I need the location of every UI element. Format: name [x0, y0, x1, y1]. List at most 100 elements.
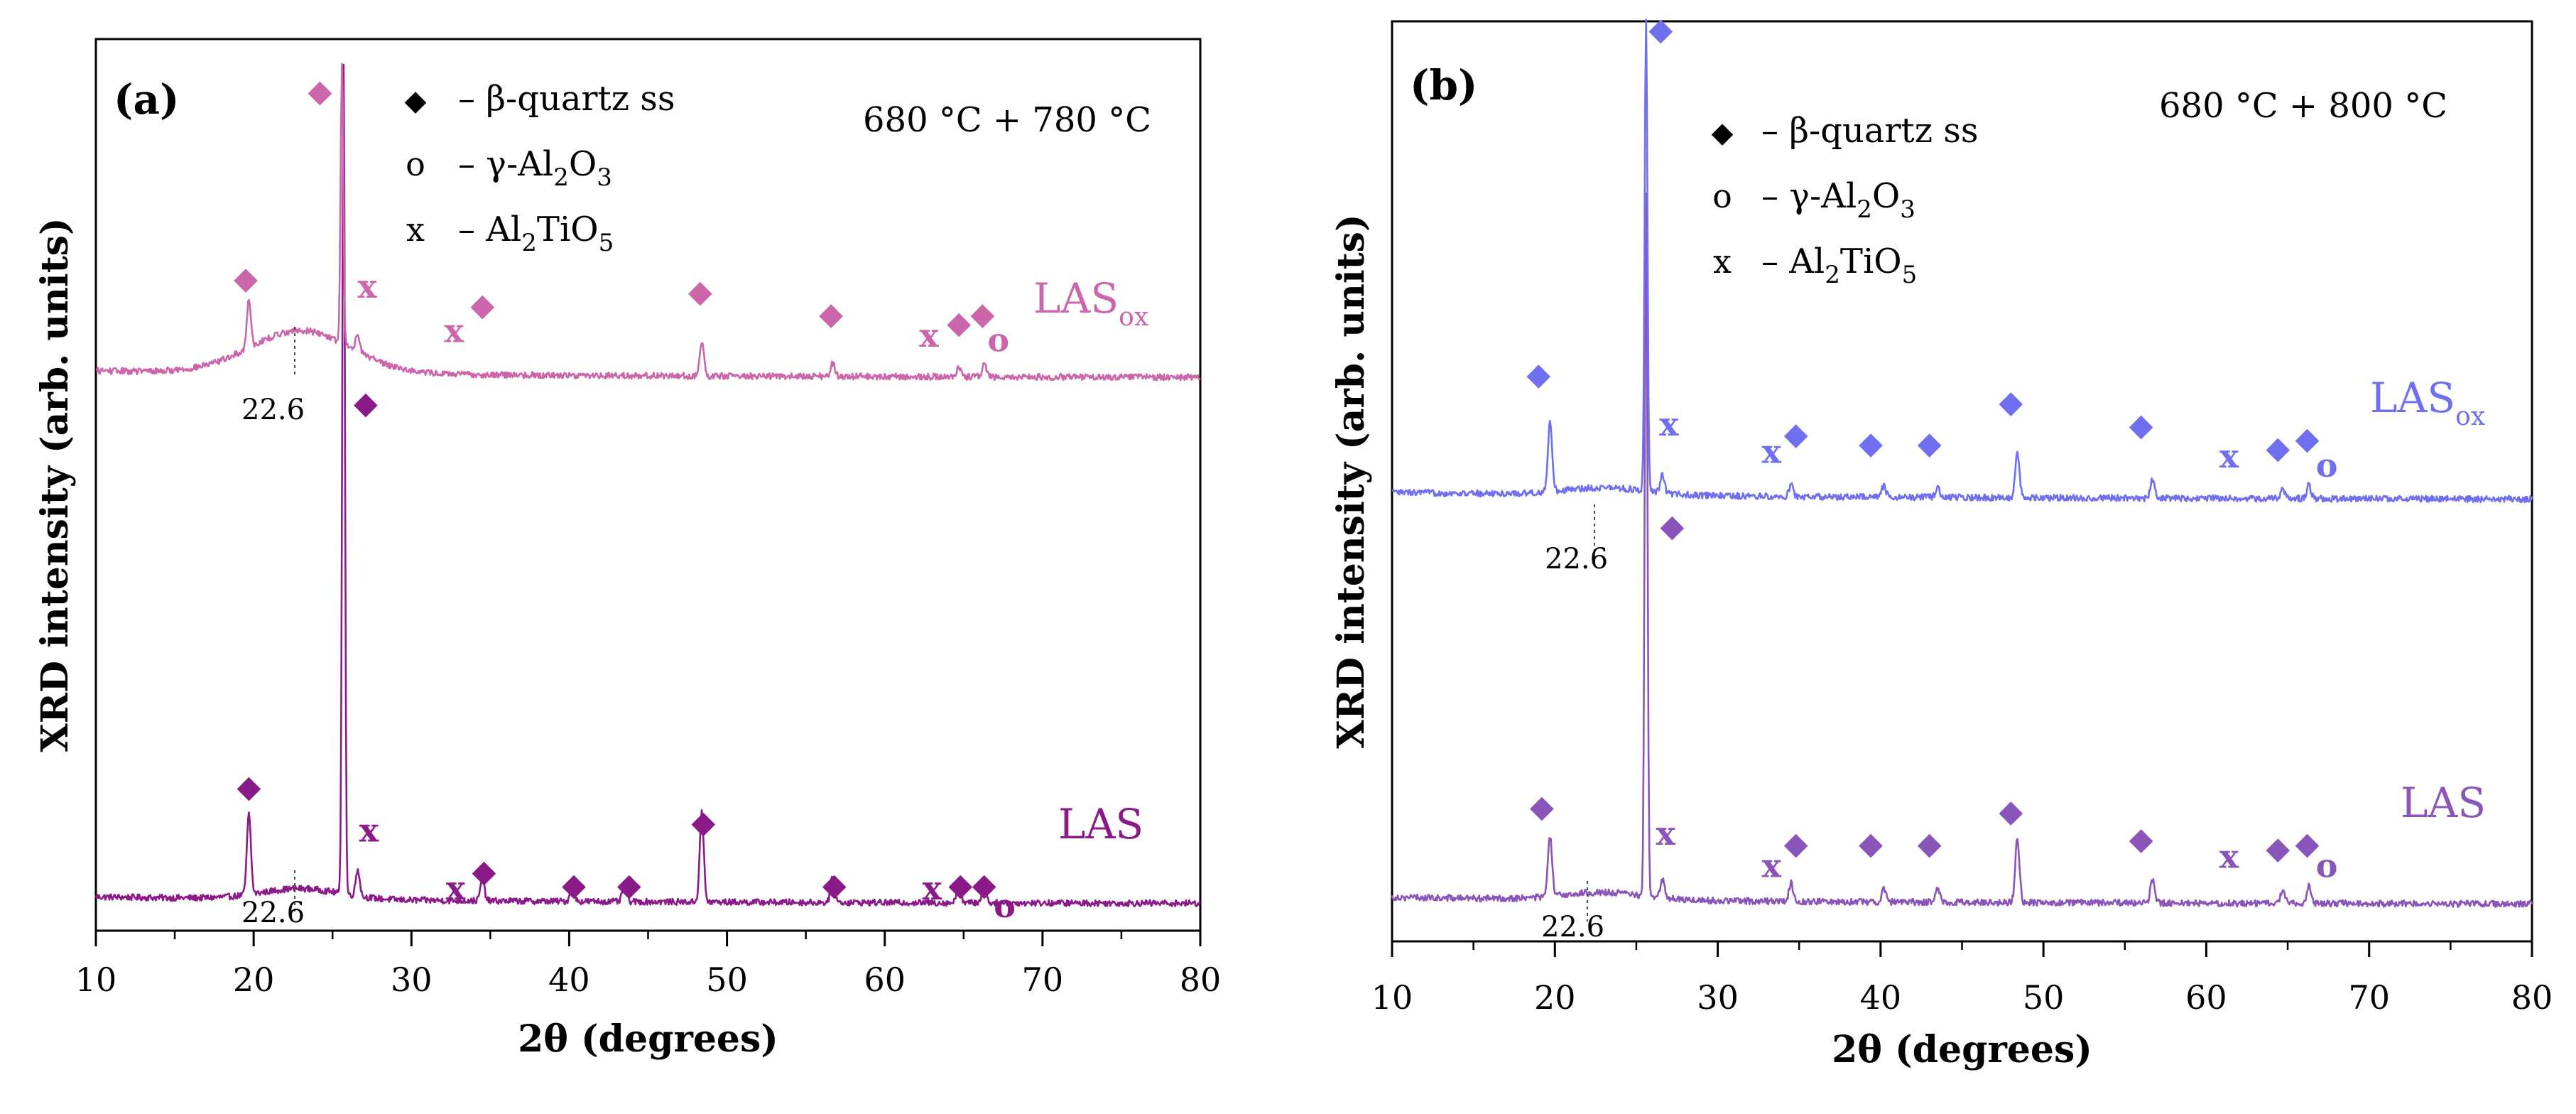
- x-tick-label: 70: [2348, 978, 2390, 1017]
- legend-text: – γ-Al2O3: [458, 144, 612, 192]
- x-tick-label: 60: [2185, 978, 2227, 1017]
- annotation-22-6: 22.6: [241, 394, 305, 426]
- al2tio5-marker: x: [359, 811, 379, 850]
- beta-quartz-marker: ◆: [1859, 826, 1883, 862]
- beta-quartz-marker: ◆: [1918, 826, 1942, 862]
- series-line-LAS: [1391, 193, 2533, 908]
- series-label-LASox: LASox: [2370, 374, 2485, 431]
- y-axis-label: XRD intensity (arb. units): [33, 217, 77, 752]
- al2tio5-marker: x: [1762, 846, 1782, 885]
- x-tick-label: 80: [1180, 961, 1222, 999]
- x-axis-label: 2θ (degrees): [518, 1017, 778, 1061]
- gamma-al2o3-marker: o: [2316, 846, 2338, 885]
- annotation-22-6: 22.6: [241, 897, 305, 929]
- beta-quartz-marker: ◆: [1530, 789, 1554, 825]
- beta-quartz-marker: ◆: [617, 867, 641, 903]
- x-tick-label: 30: [391, 961, 433, 999]
- x-tick-label: 50: [2023, 978, 2065, 1017]
- beta-quartz-marker: ◆: [237, 769, 261, 805]
- y-axis-label: XRD intensity (arb. units): [1330, 214, 1373, 748]
- beta-quartz-marker: ◆: [1784, 416, 1808, 453]
- panel-label: (b): [1410, 61, 1477, 109]
- panel-a-chart: 10 20 30 40 50 60 70 80 2θ (degrees) XRD intensit…: [33, 38, 1222, 1061]
- beta-quartz-marker: ◆: [2295, 421, 2320, 457]
- beta-quartz-marker: ◆: [1648, 11, 1673, 48]
- al2tio5-marker: x: [1762, 433, 1782, 471]
- legend-symbol: o: [406, 145, 425, 183]
- x-tick-label: 40: [1860, 978, 1902, 1017]
- x-tick-label: 20: [1534, 978, 1576, 1017]
- x-tick-label: 60: [864, 961, 906, 999]
- panel-b-chart: 10 20 30 40 50 60 70 80 2θ (degrees) XRD intensit…: [1330, 11, 2553, 1071]
- annotation-22-6: 22.6: [1545, 543, 1608, 575]
- x-tick-label: 40: [548, 961, 590, 999]
- series-label-LAS: LAS: [2401, 779, 2486, 827]
- al2tio5-marker: x: [445, 312, 464, 350]
- legend-text: – Al2TiO5: [1761, 242, 1917, 289]
- beta-quartz-marker: ◆: [688, 274, 712, 310]
- legend-text: – β-quartz ss: [1761, 111, 1979, 151]
- x-tick-label: 10: [75, 961, 117, 999]
- beta-quartz-marker: ◆: [1918, 426, 1942, 462]
- x-axis-label: 2θ (degrees): [1832, 1028, 2092, 1071]
- beta-quartz-marker: ◆: [2295, 826, 2320, 862]
- beta-quartz-marker: ◆: [1999, 794, 2023, 830]
- beta-quartz-marker: ◆: [1660, 508, 1684, 544]
- annotation-22-6: 22.6: [1541, 911, 1604, 943]
- beta-quartz-marker: ◆: [470, 287, 494, 323]
- beta-quartz-marker: ◆: [1784, 826, 1808, 862]
- beta-quartz-marker: ◆: [2129, 821, 2153, 858]
- legend-symbol: o: [1712, 177, 1732, 215]
- beta-quartz-marker: ◆: [1999, 384, 2023, 420]
- legend-text: – β-quartz ss: [458, 79, 675, 119]
- x-tick-label: 50: [706, 961, 748, 999]
- condition-label: 680 °C + 780 °C: [863, 100, 1151, 140]
- beta-quartz-marker: ◆: [1526, 357, 1550, 393]
- series-line-LASox: [95, 63, 1201, 382]
- beta-quartz-marker: ◆: [971, 296, 995, 332]
- legend-symbol: x: [1713, 242, 1732, 281]
- beta-quartz-marker: ◆: [472, 853, 496, 889]
- beta-quartz-marker: ◆: [2266, 430, 2290, 466]
- series-label-LASox: LASox: [1033, 274, 1148, 332]
- beta-quartz-marker: ◆: [691, 804, 715, 840]
- gamma-al2o3-marker: o: [994, 887, 1016, 925]
- series-line-LAS: [94, 63, 1201, 907]
- al2tio5-marker: x: [357, 267, 377, 305]
- beta-quartz-marker: ◆: [1859, 426, 1883, 462]
- series-label-LAS: LAS: [1058, 800, 1143, 848]
- beta-quartz-marker: ◆: [308, 73, 332, 109]
- al2tio5-marker: x: [919, 316, 939, 355]
- al2tio5-marker: x: [1659, 405, 1679, 443]
- beta-quartz-marker: ◆: [948, 867, 972, 903]
- al2tio5-marker: x: [2219, 837, 2239, 875]
- beta-quartz-marker: ◆: [2266, 830, 2290, 866]
- beta-quartz-marker: ◆: [972, 867, 996, 903]
- condition-label: 680 °C + 800 °C: [2159, 86, 2447, 126]
- legend-text: – Al2TiO5: [458, 210, 614, 257]
- beta-quartz-marker: ◆: [947, 305, 971, 341]
- al2tio5-marker: x: [1656, 814, 1675, 853]
- gamma-al2o3-marker: o: [987, 320, 1009, 359]
- series-line-LASox: [1391, 18, 2533, 504]
- al2tio5-marker: x: [923, 869, 942, 907]
- x-tick-label: 20: [233, 961, 275, 999]
- gamma-al2o3-marker: o: [2316, 446, 2338, 485]
- al2tio5-marker: x: [2219, 437, 2239, 475]
- plot-frame: [94, 38, 1202, 932]
- x-tick-label: 70: [1022, 961, 1064, 999]
- beta-quartz-marker: ◆: [354, 385, 378, 421]
- plot-frame: [1391, 20, 2533, 943]
- legend-symbol: x: [406, 210, 425, 249]
- legend-symbol: ◆: [1712, 117, 1734, 149]
- beta-quartz-marker: ◆: [822, 867, 847, 903]
- beta-quartz-marker: ◆: [819, 296, 843, 332]
- panel-label: (a): [114, 75, 179, 124]
- beta-quartz-marker: ◆: [562, 867, 586, 903]
- beta-quartz-marker: ◆: [2129, 407, 2153, 443]
- x-tick-label: 80: [2511, 978, 2553, 1017]
- al2tio5-marker: x: [446, 869, 466, 907]
- legend-symbol: ◆: [405, 85, 427, 117]
- beta-quartz-marker: ◆: [234, 260, 258, 296]
- x-tick-label: 30: [1697, 978, 1739, 1017]
